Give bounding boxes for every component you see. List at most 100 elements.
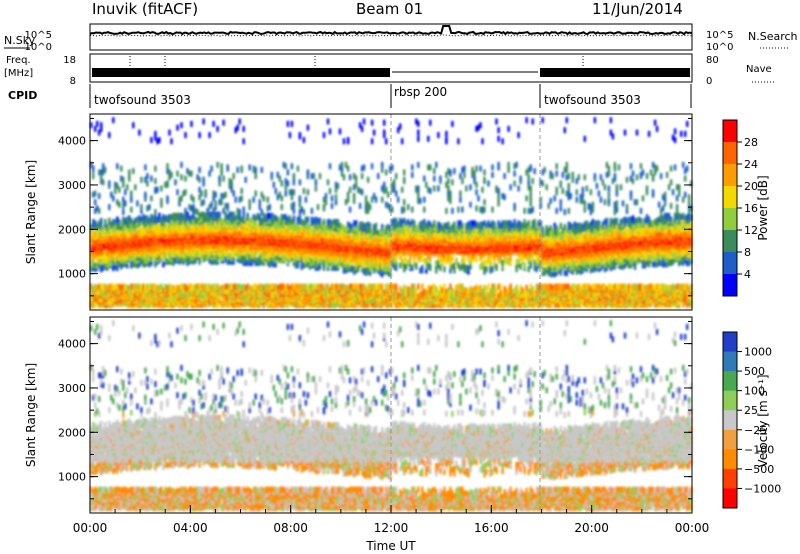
power-cell — [285, 184, 287, 190]
power-cell — [255, 167, 257, 173]
power-cell — [112, 117, 114, 123]
freq-tick-low: 8 — [70, 76, 76, 87]
power-cell — [319, 173, 321, 179]
power-cell — [224, 256, 226, 262]
power-cell — [136, 200, 138, 206]
power-cell — [108, 181, 110, 187]
power-cell — [164, 284, 166, 290]
power-cell — [104, 219, 106, 225]
power-cell — [222, 120, 224, 126]
power-cell — [275, 188, 277, 194]
power-cell — [166, 163, 168, 169]
power-cell — [303, 137, 305, 143]
power-cell — [160, 186, 162, 192]
power-cell — [158, 137, 160, 143]
power-cell — [120, 166, 122, 172]
power-cell — [293, 189, 295, 195]
power-cell — [176, 171, 178, 177]
power-cell — [329, 128, 331, 134]
power-cell — [239, 209, 241, 215]
power-cell — [218, 176, 220, 182]
power-cell — [261, 167, 263, 173]
nsky-label: N.Sky — [4, 34, 36, 47]
power-cell — [166, 181, 168, 187]
power-cell — [313, 173, 315, 179]
power-cell — [200, 191, 202, 197]
power-cell — [271, 172, 273, 178]
cpid-row: CPID twofsound 3503 rbsp 200 twofsound 3… — [8, 84, 691, 108]
power-cell — [190, 121, 192, 127]
power-cell — [198, 177, 200, 183]
power-cell — [299, 132, 301, 138]
power-cell — [166, 195, 168, 201]
power-cell — [104, 251, 106, 257]
power-cell — [180, 162, 182, 168]
power-cell — [293, 202, 295, 208]
nave-label: Nave — [746, 64, 772, 75]
power-cell — [108, 132, 110, 138]
freq-label-bottom: [MHz] — [4, 68, 33, 79]
power-cell — [227, 164, 229, 170]
power-cell — [118, 187, 120, 193]
power-cell — [273, 182, 275, 188]
cpid-label: CPID — [8, 89, 37, 102]
power-cell — [311, 208, 313, 214]
power-cell — [164, 215, 166, 221]
power-cell — [303, 209, 305, 215]
power-cell — [285, 191, 287, 197]
power-cell — [94, 191, 96, 197]
power-cell — [249, 164, 251, 170]
cpid-program-1: twofsound 3503 — [94, 93, 191, 107]
freq-label-top: Freq. — [6, 55, 31, 66]
power-cell — [303, 188, 305, 194]
power-cell — [237, 125, 239, 131]
power-cell — [289, 132, 291, 138]
power-cell — [214, 200, 216, 206]
nsky-panel: 10^5 10^0 10^5 10^0 N.Sky N.Search — [4, 24, 798, 53]
power-cell — [245, 177, 247, 183]
power-cell — [239, 119, 241, 125]
power-cell — [140, 204, 142, 210]
power-cell — [132, 122, 134, 128]
power-cell — [168, 130, 170, 136]
power-cell — [104, 284, 106, 290]
nave-tick-high: 80 — [706, 55, 719, 66]
power-cell — [98, 208, 100, 214]
power-cell — [281, 195, 283, 201]
power-cell — [307, 217, 309, 223]
power-cell — [204, 189, 206, 195]
power-cell — [154, 131, 156, 137]
power-cell — [285, 178, 287, 184]
power-cell — [263, 195, 265, 201]
power-cell — [218, 212, 220, 218]
power-cell — [100, 122, 102, 128]
power-cell — [337, 183, 339, 189]
power-cell — [255, 284, 257, 290]
power-cell — [94, 199, 96, 205]
power-cell — [267, 197, 269, 203]
power-cell — [315, 179, 317, 185]
power-cell — [287, 181, 289, 187]
power-cell — [146, 181, 148, 187]
power-cell — [128, 169, 130, 175]
power-cell — [170, 172, 172, 178]
power-cell — [176, 189, 178, 195]
power-cell — [122, 177, 124, 183]
power-cell — [329, 188, 331, 194]
power-cell — [134, 284, 136, 290]
power-cell — [222, 176, 224, 182]
power-cell — [208, 132, 210, 138]
power-cell — [180, 122, 182, 128]
power-cell — [317, 204, 319, 210]
power-cell — [241, 188, 243, 194]
power-cell — [164, 182, 166, 188]
power-cell — [198, 167, 200, 173]
power-cell — [233, 191, 235, 197]
power-cell — [291, 121, 293, 127]
power-cell — [184, 176, 186, 182]
power-cell — [253, 197, 255, 203]
power-cell — [339, 128, 341, 134]
power-cell — [210, 202, 212, 208]
power-cell — [307, 169, 309, 175]
